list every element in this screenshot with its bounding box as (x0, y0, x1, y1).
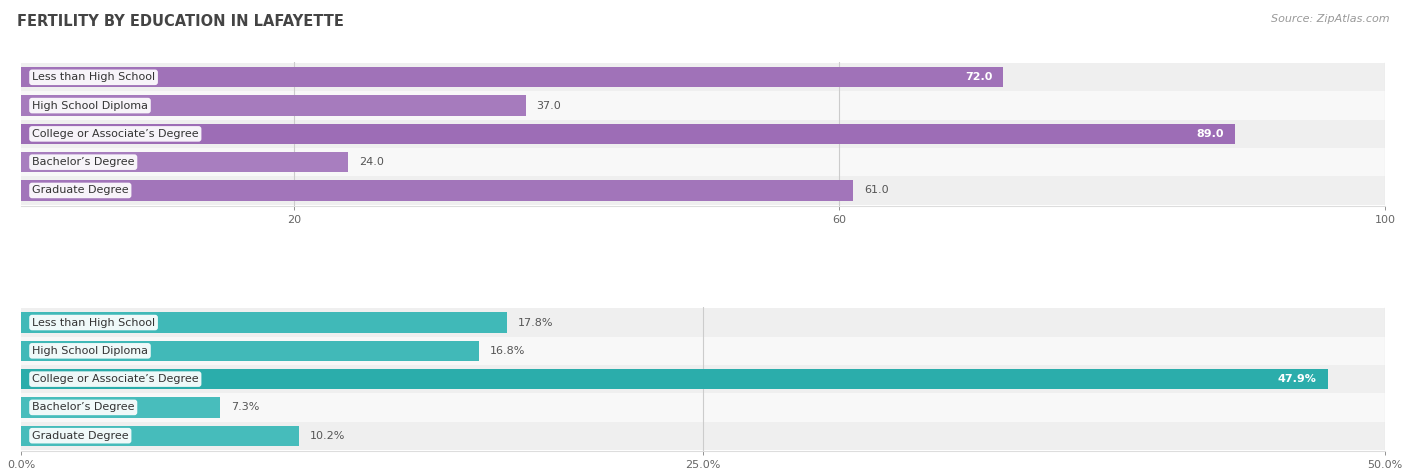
Bar (21, 308, 1385, 337)
Bar (21, 67, 1002, 87)
Text: Less than High School: Less than High School (32, 318, 155, 328)
Text: 24.0: 24.0 (360, 157, 384, 167)
Text: Graduate Degree: Graduate Degree (32, 185, 128, 195)
Text: 72.0: 72.0 (965, 72, 993, 82)
Text: 7.3%: 7.3% (231, 402, 260, 412)
Text: Graduate Degree: Graduate Degree (32, 431, 128, 441)
Text: Source: ZipAtlas.com: Source: ZipAtlas.com (1271, 14, 1389, 24)
Bar (21, 426, 299, 446)
Bar (21, 397, 221, 418)
Text: High School Diploma: High School Diploma (32, 346, 148, 356)
Bar (21, 421, 1385, 450)
Text: 17.8%: 17.8% (517, 318, 553, 328)
Text: High School Diploma: High School Diploma (32, 101, 148, 111)
Bar (21, 176, 1385, 205)
Bar (21, 63, 1385, 92)
Bar (21, 124, 1234, 144)
Text: Bachelor’s Degree: Bachelor’s Degree (32, 402, 135, 412)
Bar (21, 152, 349, 172)
Bar (21, 341, 479, 361)
Text: 10.2%: 10.2% (311, 431, 346, 441)
Bar (21, 365, 1385, 393)
Bar (21, 95, 526, 116)
Text: 37.0: 37.0 (537, 101, 561, 111)
Text: Less than High School: Less than High School (32, 72, 155, 82)
Bar (21, 313, 506, 332)
Bar (21, 393, 1385, 421)
Text: Bachelor’s Degree: Bachelor’s Degree (32, 157, 135, 167)
Bar (21, 92, 1385, 120)
Text: College or Associate’s Degree: College or Associate’s Degree (32, 374, 198, 384)
Text: 16.8%: 16.8% (491, 346, 526, 356)
Text: 89.0: 89.0 (1197, 129, 1225, 139)
Bar (21, 120, 1385, 148)
Bar (21, 337, 1385, 365)
Text: 61.0: 61.0 (863, 185, 889, 195)
Bar (21, 180, 853, 200)
Bar (21, 369, 1327, 389)
Text: 47.9%: 47.9% (1278, 374, 1317, 384)
Text: College or Associate’s Degree: College or Associate’s Degree (32, 129, 198, 139)
Text: FERTILITY BY EDUCATION IN LAFAYETTE: FERTILITY BY EDUCATION IN LAFAYETTE (17, 14, 343, 29)
Bar (21, 148, 1385, 176)
